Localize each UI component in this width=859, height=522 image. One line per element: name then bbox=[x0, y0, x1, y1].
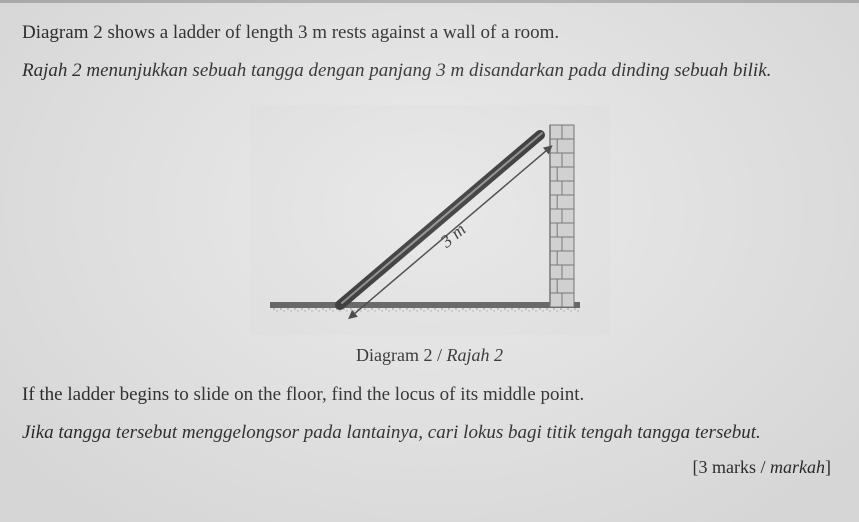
caption-en: Diagram 2 bbox=[356, 345, 432, 365]
question-english: Diagram 2 shows a ladder of length 3 m r… bbox=[22, 18, 837, 48]
task-malay: Jika tangga tersebut menggelongsor pada … bbox=[22, 418, 837, 448]
marks-malay: markah bbox=[770, 457, 825, 477]
ladder-diagram: 3 m bbox=[250, 105, 610, 335]
page-top-border bbox=[0, 0, 859, 3]
marks-line: [3 marks / markah] bbox=[22, 457, 837, 478]
caption-ms: Rajah 2 bbox=[447, 345, 504, 365]
question-malay: Rajah 2 menunjukkan sebuah tangga dengan… bbox=[22, 56, 837, 86]
caption-sep: / bbox=[432, 345, 446, 365]
diagram-container: 3 m bbox=[22, 105, 837, 335]
marks-close: ] bbox=[825, 457, 831, 477]
diagram-caption: Diagram 2 / Rajah 2 bbox=[22, 345, 837, 366]
marks-open: [3 marks / bbox=[693, 457, 770, 477]
task-english: If the ladder begins to slide on the flo… bbox=[22, 380, 837, 410]
